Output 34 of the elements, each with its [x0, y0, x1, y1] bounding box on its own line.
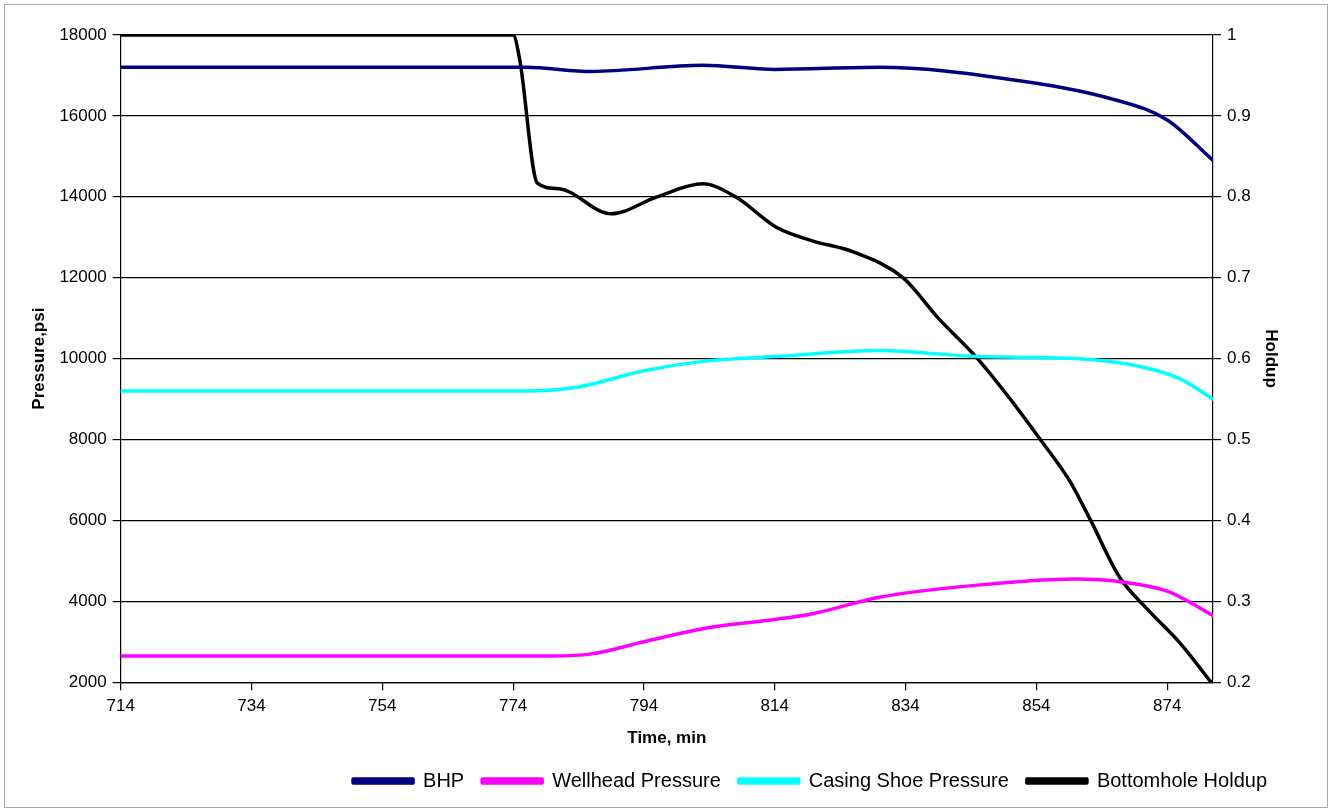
y2-axis-title: Holdup	[1262, 329, 1282, 388]
y2-tick-label: 0.2	[1226, 671, 1251, 691]
x-tick-label: 734	[237, 696, 266, 716]
y2-tick-label: 0.6	[1226, 348, 1251, 368]
x-tick-label: 774	[498, 696, 528, 716]
y-tick-label: 4000	[68, 590, 107, 610]
x-tick-label: 794	[629, 696, 659, 716]
y2-tick-label: 0.3	[1226, 590, 1251, 610]
x-tick-label: 814	[760, 696, 789, 716]
legend-label: Bottomhole Holdup	[1096, 768, 1267, 791]
legend-label: Wellhead Pressure	[552, 768, 721, 791]
legend-label: Casing Shoe Pressure	[808, 768, 1009, 791]
y2-tick-label: 0.8	[1226, 186, 1251, 206]
x-tick-label: 874	[1153, 696, 1182, 716]
y-tick-label: 18000	[59, 24, 107, 44]
x-tick-label: 754	[368, 696, 397, 716]
y-tick-label: 12000	[59, 267, 107, 287]
y2-tick-label: 0.9	[1226, 105, 1251, 125]
y2-tick-label: 0.7	[1226, 267, 1251, 287]
y-tick-label: 16000	[59, 105, 107, 125]
y2-tick-label: 1	[1226, 24, 1237, 44]
x-axis-title: Time, min	[627, 728, 707, 748]
y2-tick-label: 0.5	[1226, 429, 1251, 449]
y-tick-label: 8000	[68, 429, 107, 449]
x-tick-label: 834	[891, 696, 920, 716]
x-tick-label: 714	[106, 696, 135, 716]
y-tick-label: 14000	[59, 186, 107, 206]
y-tick-label: 2000	[68, 671, 107, 691]
legend-label: BHP	[423, 768, 465, 791]
x-tick-label: 854	[1022, 696, 1051, 716]
y-axis-title: Pressure,psi	[28, 307, 48, 410]
y-tick-label: 6000	[68, 510, 107, 530]
y2-tick-label: 0.4	[1226, 510, 1251, 530]
y-tick-label: 10000	[59, 348, 107, 368]
